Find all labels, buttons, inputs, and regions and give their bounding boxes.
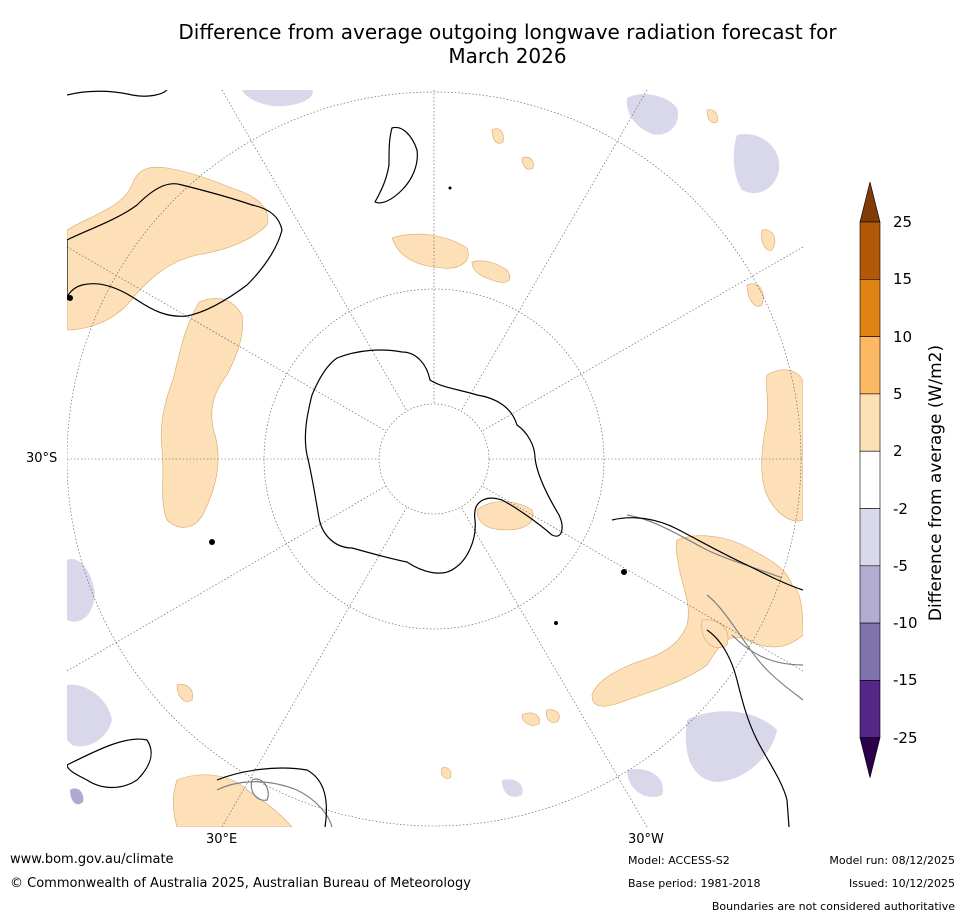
- footer-base-period: Base period: 1981-2018: [628, 877, 761, 890]
- negative-anomaly-regions: [67, 90, 780, 798]
- chart-title: Difference from average outgoing longwav…: [100, 20, 915, 68]
- longitude-label-30e: 30°E: [206, 832, 238, 847]
- australia-coast: [67, 183, 283, 317]
- positive-anomaly-regions: [67, 109, 803, 827]
- polar-map: [67, 90, 803, 827]
- colorbar-tick-label: 2: [893, 442, 903, 461]
- colorbar-bin: [859, 450, 881, 509]
- island-specks: [67, 186, 627, 625]
- colorbar-bin: [859, 565, 881, 624]
- footer-disclaimer: Boundaries are not considered authoritat…: [711, 900, 955, 913]
- footer-model: Model: ACCESS-S2: [628, 854, 730, 867]
- colorbar-bin: [859, 221, 881, 280]
- colorbar-tick-label: -15: [893, 671, 918, 690]
- longitude-label-30w: 30°W: [628, 832, 664, 847]
- country-borders: [216, 514, 803, 827]
- coastlines: [67, 90, 803, 827]
- latitude-label-30s: 30°S: [26, 451, 58, 466]
- colorbar-tick-label: -2: [893, 499, 908, 518]
- colorbar-extend-bottom: [859, 737, 881, 778]
- africa-coast: [67, 738, 152, 789]
- colorbar-tick-label: -10: [893, 614, 918, 633]
- colorbar-tick-label: 10: [893, 327, 913, 346]
- title-line-1: Difference from average outgoing longwav…: [178, 20, 837, 44]
- footer-website: www.bom.gov.au/climate: [10, 852, 174, 867]
- title-line-2: March 2026: [448, 44, 567, 68]
- colorbar-bin: [859, 393, 881, 452]
- colorbar-bin: [859, 279, 881, 337]
- colorbar-tick-label: -25: [893, 728, 918, 747]
- colorbar-tick-label: 5: [893, 384, 903, 403]
- footer-issued: Issued: 10/12/2025: [848, 877, 955, 890]
- colorbar-tick-label: 25: [893, 213, 913, 231]
- colorbar-bin: [859, 680, 881, 738]
- strong-negative-anomaly-regions: [70, 788, 84, 805]
- new-zealand-coast: [374, 126, 418, 204]
- south-america-coast: [611, 517, 803, 591]
- colorbar-title: Difference from average (W/m2): [926, 344, 946, 622]
- colorbar: [859, 181, 881, 778]
- colorbar-extend-top: [859, 181, 881, 223]
- antarctica-coast: [304, 349, 563, 574]
- footer-copyright: © Commonwealth of Australia 2025, Austra…: [10, 876, 471, 891]
- colorbar-bin: [859, 622, 881, 681]
- footer-model-run: Model run: 08/12/2025: [829, 854, 955, 867]
- colorbar-tick-label: -5: [893, 556, 908, 575]
- colorbar-bin: [859, 336, 881, 395]
- colorbar-tick-label: 15: [893, 270, 913, 289]
- colorbar-bin: [859, 508, 881, 567]
- graticule: [67, 90, 803, 827]
